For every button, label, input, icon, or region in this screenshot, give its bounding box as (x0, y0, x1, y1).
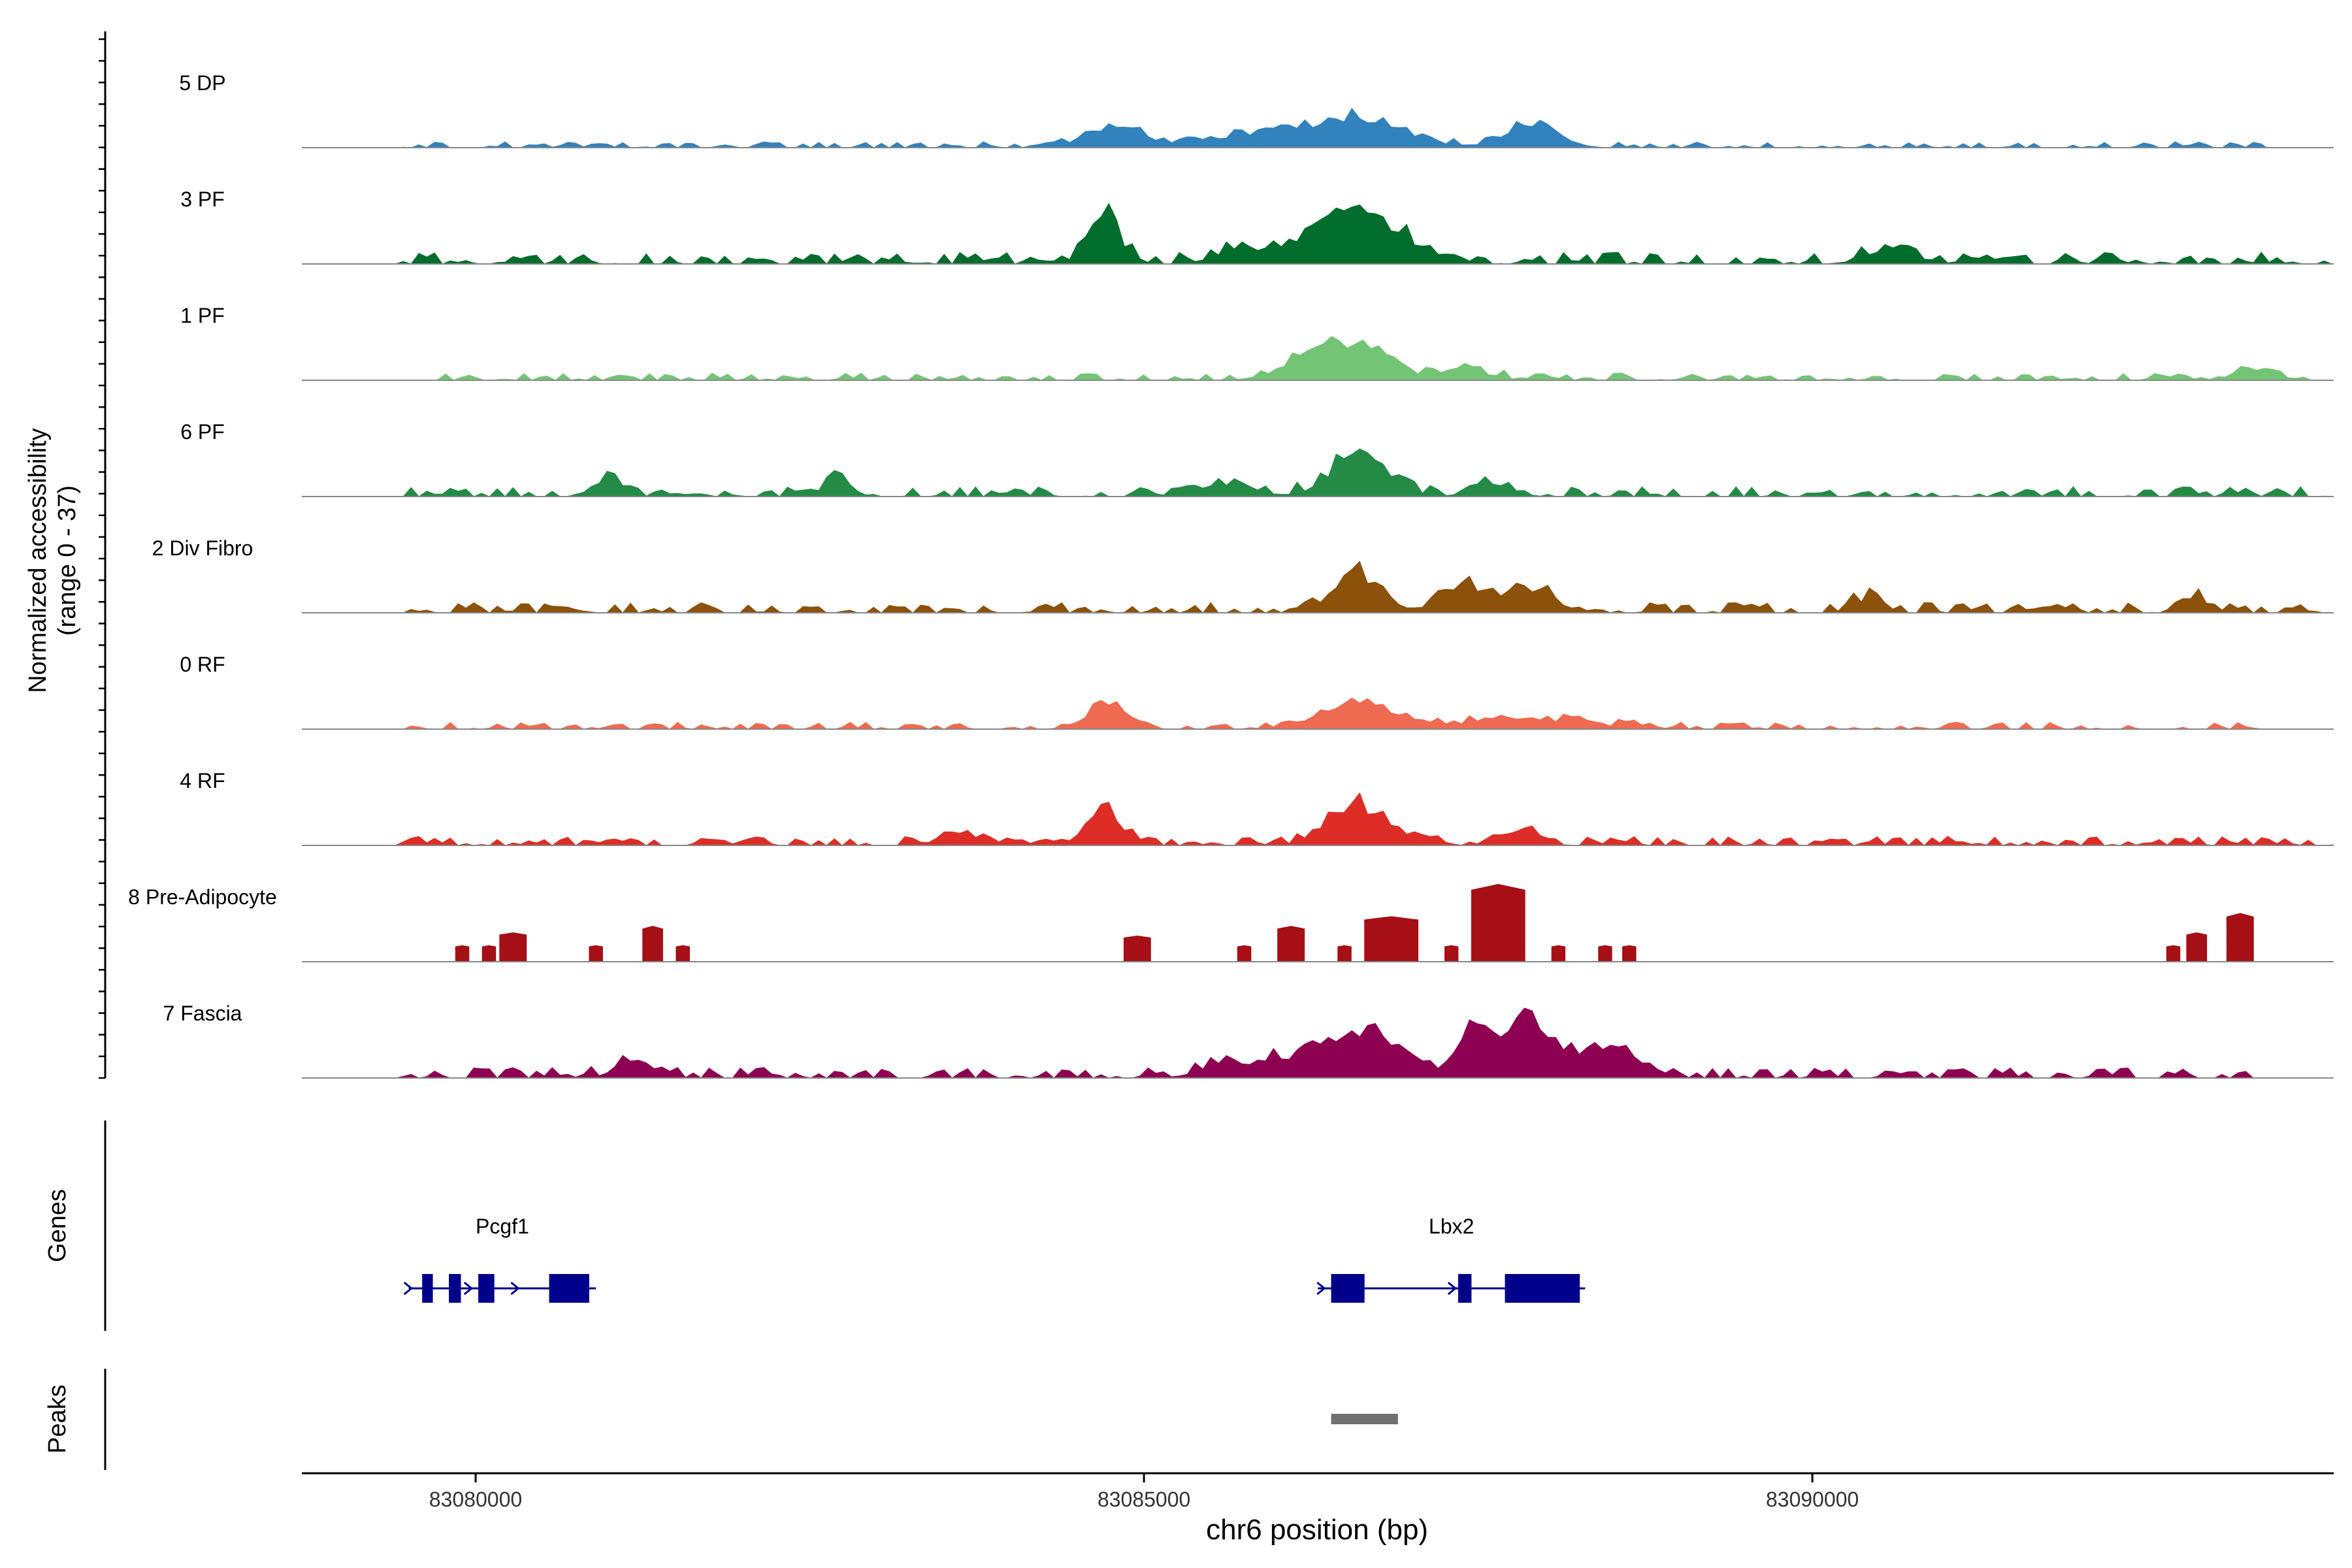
coverage-area (395, 883, 2334, 962)
strand-arrow (463, 1281, 474, 1296)
coverage-area (395, 107, 2268, 148)
x-tick-label: 83085000 (1098, 1488, 1190, 1511)
genes-panel-label: Genes (44, 1189, 71, 1262)
coverage-tracks: 5 DP 3 PF 1 PF 6 PF 2 Div Fibro 0 RF 4 RF 8 Pre… (128, 71, 2334, 1079)
track-label: 4 RF (180, 769, 225, 792)
coverage-area (395, 1007, 2267, 1079)
gene-lbx2: Lbx2 (1316, 1215, 1586, 1303)
coverage-area (395, 561, 2334, 613)
track-label: 5 DP (179, 71, 225, 95)
peaks-panel-label: Peaks (44, 1384, 71, 1454)
gene-label: Pcgf1 (476, 1215, 529, 1238)
coverage-area (395, 697, 2267, 730)
gene-exon (549, 1274, 589, 1303)
x-tick-label: 83080000 (429, 1488, 522, 1511)
y-axis-coverage (99, 31, 106, 1079)
strand-arrow (403, 1281, 414, 1296)
track-0-rf: 0 RF (180, 653, 2334, 730)
peaks-panel (1331, 1414, 1398, 1424)
track-label: 2 Div Fibro (152, 536, 253, 560)
track-label: 1 PF (180, 304, 225, 327)
gene-exon (478, 1274, 495, 1303)
gene-pcgf1: Pcgf1 (403, 1215, 596, 1303)
gene-label: Lbx2 (1429, 1215, 1474, 1238)
gene-exon (1331, 1274, 1365, 1303)
x-tick-label: 83090000 (1766, 1488, 1859, 1511)
track-4-rf: 4 RF (180, 769, 2334, 846)
strand-arrow (1447, 1281, 1458, 1296)
gene-exon (1458, 1274, 1472, 1303)
coverage-area (395, 203, 2334, 265)
track-5-dp: 5 DP (179, 71, 2334, 148)
coverage-area (395, 448, 2334, 497)
track-2-div-fibro: 2 Div Fibro (152, 536, 2334, 613)
track-6-pf: 6 PF (180, 420, 2334, 497)
gene-annotation-panel: Pcgf1 Lbx2 (403, 1215, 1586, 1303)
track-label: 8 Pre-Adipocyte (128, 885, 277, 909)
strand-arrow (510, 1281, 520, 1296)
y-axis-label-line2: (range 0 - 37) (54, 485, 81, 636)
track-label: 0 RF (180, 653, 225, 676)
gene-exon (1505, 1274, 1580, 1303)
strand-arrow (1316, 1281, 1326, 1296)
x-axis-title: chr6 position (bp) (1206, 1514, 1428, 1546)
track-8-pre-adipocyte: 8 Pre-Adipocyte (128, 883, 2334, 962)
coverage-area (395, 792, 2334, 846)
peak-region (1331, 1414, 1398, 1424)
track-1-pf: 1 PF (180, 304, 2334, 381)
x-axis: 83080000 83085000 83090000 (429, 1473, 1859, 1511)
track-label: 6 PF (180, 420, 225, 444)
y-axis-label-line1: Normalized accessibility (24, 428, 52, 693)
gene-exon (422, 1274, 433, 1303)
track-label: 3 PF (180, 188, 225, 211)
track-label: 7 Fascia (163, 1002, 242, 1025)
track-3-pf: 3 PF (180, 188, 2334, 265)
coverage-area (422, 336, 2334, 381)
track-7-fascia: 7 Fascia (163, 1002, 2334, 1079)
gene-exon (449, 1274, 461, 1303)
